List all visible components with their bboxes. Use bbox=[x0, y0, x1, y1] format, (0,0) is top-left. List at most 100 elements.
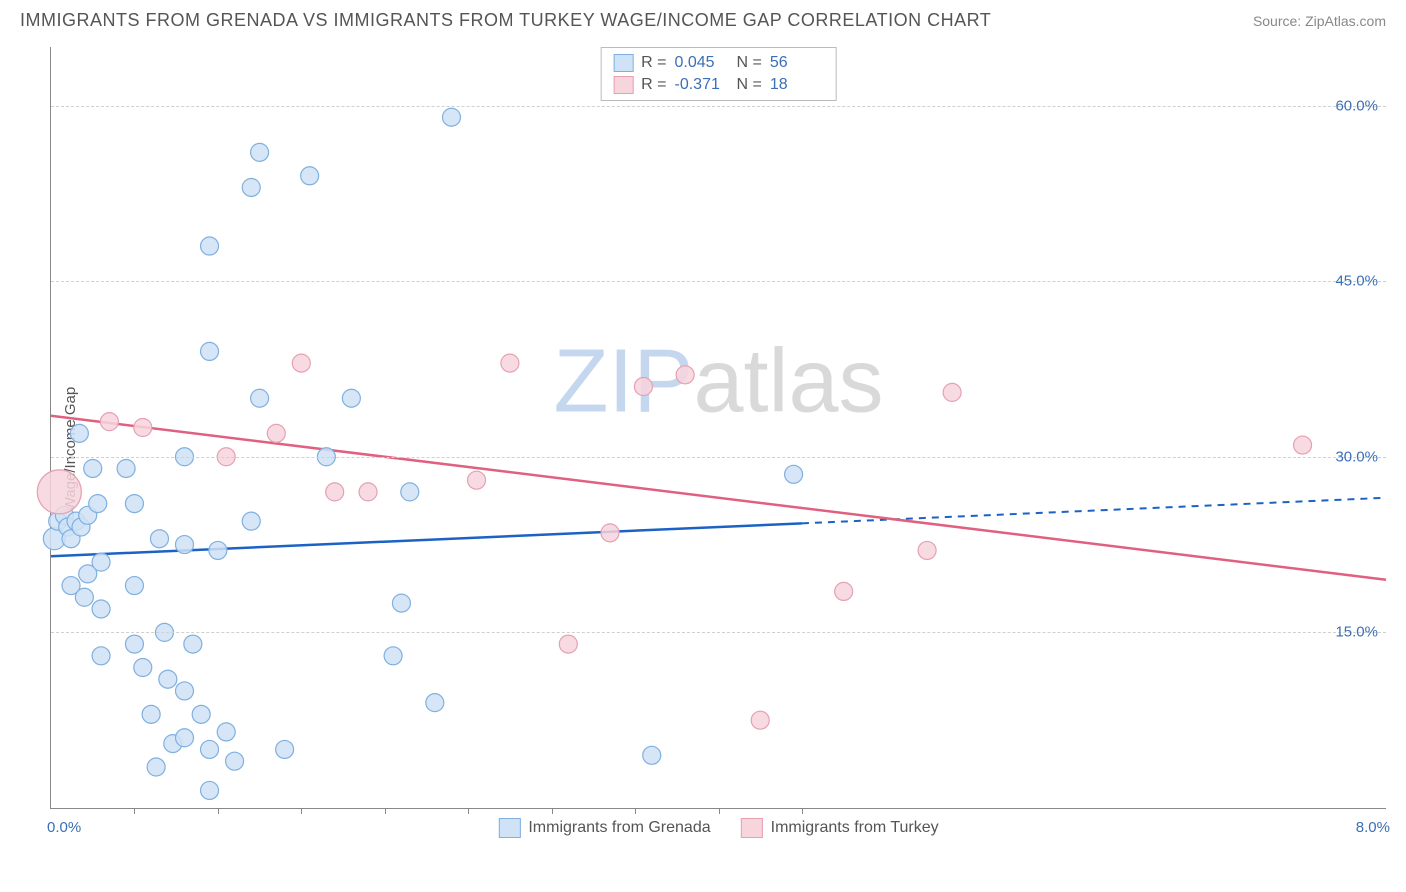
data-point bbox=[242, 178, 260, 196]
data-point bbox=[201, 740, 219, 758]
grid-line bbox=[51, 457, 1386, 458]
x-axis-min-label: 0.0% bbox=[47, 819, 81, 836]
data-point bbox=[1294, 436, 1312, 454]
y-tick-label: 30.0% bbox=[1335, 448, 1378, 465]
legend-swatch bbox=[613, 76, 633, 94]
legend-label: Immigrants from Grenada bbox=[528, 819, 710, 837]
plot-area: ZIPatlas R =0.045N =56R =-0.371N =18 0.0… bbox=[50, 47, 1386, 809]
legend-item: Immigrants from Grenada bbox=[498, 818, 710, 838]
x-tick bbox=[635, 808, 636, 814]
chart-source: Source: ZipAtlas.com bbox=[1253, 13, 1386, 29]
data-point bbox=[84, 459, 102, 477]
data-point bbox=[184, 635, 202, 653]
data-point bbox=[92, 647, 110, 665]
legend-item: Immigrants from Turkey bbox=[741, 818, 939, 838]
x-tick bbox=[719, 808, 720, 814]
data-point bbox=[643, 746, 661, 764]
data-point bbox=[75, 588, 93, 606]
x-tick bbox=[134, 808, 135, 814]
data-point bbox=[92, 553, 110, 571]
regression-line bbox=[51, 416, 1386, 580]
data-point bbox=[134, 659, 152, 677]
x-tick bbox=[552, 808, 553, 814]
data-point bbox=[676, 366, 694, 384]
data-point bbox=[501, 354, 519, 372]
data-point bbox=[70, 424, 88, 442]
data-point bbox=[835, 582, 853, 600]
bottom-legend: Immigrants from Grenada Immigrants from T… bbox=[498, 818, 938, 838]
data-point bbox=[142, 705, 160, 723]
data-point bbox=[226, 752, 244, 770]
data-point bbox=[301, 167, 319, 185]
data-point bbox=[359, 483, 377, 501]
stats-row: R = 0.045 N = 56 bbox=[613, 52, 824, 74]
stats-r-value: 0.045 bbox=[675, 52, 729, 74]
data-point bbox=[342, 389, 360, 407]
data-point bbox=[634, 378, 652, 396]
data-point bbox=[201, 237, 219, 255]
data-point bbox=[267, 424, 285, 442]
data-point bbox=[918, 541, 936, 559]
data-point bbox=[92, 600, 110, 618]
data-point bbox=[559, 635, 577, 653]
scatter-plot-svg bbox=[51, 47, 1386, 808]
stats-n-value: 56 bbox=[770, 52, 824, 74]
data-point bbox=[117, 459, 135, 477]
chart-container: Wage/Income Gap ZIPatlas R =0.045N =56R … bbox=[0, 39, 1406, 859]
data-point bbox=[37, 470, 81, 514]
data-point bbox=[134, 419, 152, 437]
x-axis-max-label: 8.0% bbox=[1356, 819, 1390, 836]
data-point bbox=[125, 577, 143, 595]
data-point bbox=[125, 635, 143, 653]
data-point bbox=[426, 694, 444, 712]
data-point bbox=[192, 705, 210, 723]
data-point bbox=[276, 740, 294, 758]
grid-line bbox=[51, 281, 1386, 282]
data-point bbox=[251, 143, 269, 161]
data-point bbox=[392, 594, 410, 612]
legend-label: Immigrants from Turkey bbox=[771, 819, 939, 837]
legend-swatch bbox=[498, 818, 520, 838]
data-point bbox=[468, 471, 486, 489]
x-tick bbox=[468, 808, 469, 814]
data-point bbox=[176, 682, 194, 700]
data-point bbox=[125, 495, 143, 513]
data-point bbox=[242, 512, 260, 530]
data-point bbox=[943, 383, 961, 401]
x-tick bbox=[218, 808, 219, 814]
stats-r-label: R = bbox=[641, 52, 666, 74]
data-point bbox=[176, 729, 194, 747]
data-point bbox=[159, 670, 177, 688]
legend-swatch bbox=[613, 54, 633, 72]
stats-r-value: -0.371 bbox=[675, 74, 729, 96]
data-point bbox=[326, 483, 344, 501]
chart-header: IMMIGRANTS FROM GRENADA VS IMMIGRANTS FR… bbox=[0, 0, 1406, 39]
stats-row: R = -0.371 N = 18 bbox=[613, 74, 824, 96]
stats-n-label: N = bbox=[737, 74, 762, 96]
chart-title: IMMIGRANTS FROM GRENADA VS IMMIGRANTS FR… bbox=[20, 10, 991, 31]
data-point bbox=[89, 495, 107, 513]
data-point bbox=[443, 108, 461, 126]
data-point bbox=[176, 536, 194, 554]
x-tick bbox=[301, 808, 302, 814]
y-tick-label: 60.0% bbox=[1335, 97, 1378, 114]
grid-line bbox=[51, 632, 1386, 633]
data-point bbox=[601, 524, 619, 542]
data-point bbox=[217, 723, 235, 741]
data-point bbox=[100, 413, 118, 431]
data-point bbox=[147, 758, 165, 776]
stats-n-label: N = bbox=[737, 52, 762, 74]
stats-r-label: R = bbox=[641, 74, 666, 96]
y-tick-label: 45.0% bbox=[1335, 273, 1378, 290]
y-tick-label: 15.0% bbox=[1335, 624, 1378, 641]
data-point bbox=[251, 389, 269, 407]
data-point bbox=[751, 711, 769, 729]
data-point bbox=[201, 781, 219, 799]
stats-box: R = 0.045 N = 56 R = -0.371 N = 18 bbox=[600, 47, 837, 101]
stats-n-value: 18 bbox=[770, 74, 824, 96]
x-tick bbox=[385, 808, 386, 814]
data-point bbox=[209, 541, 227, 559]
grid-line bbox=[51, 106, 1386, 107]
data-point bbox=[401, 483, 419, 501]
legend-swatch bbox=[741, 818, 763, 838]
